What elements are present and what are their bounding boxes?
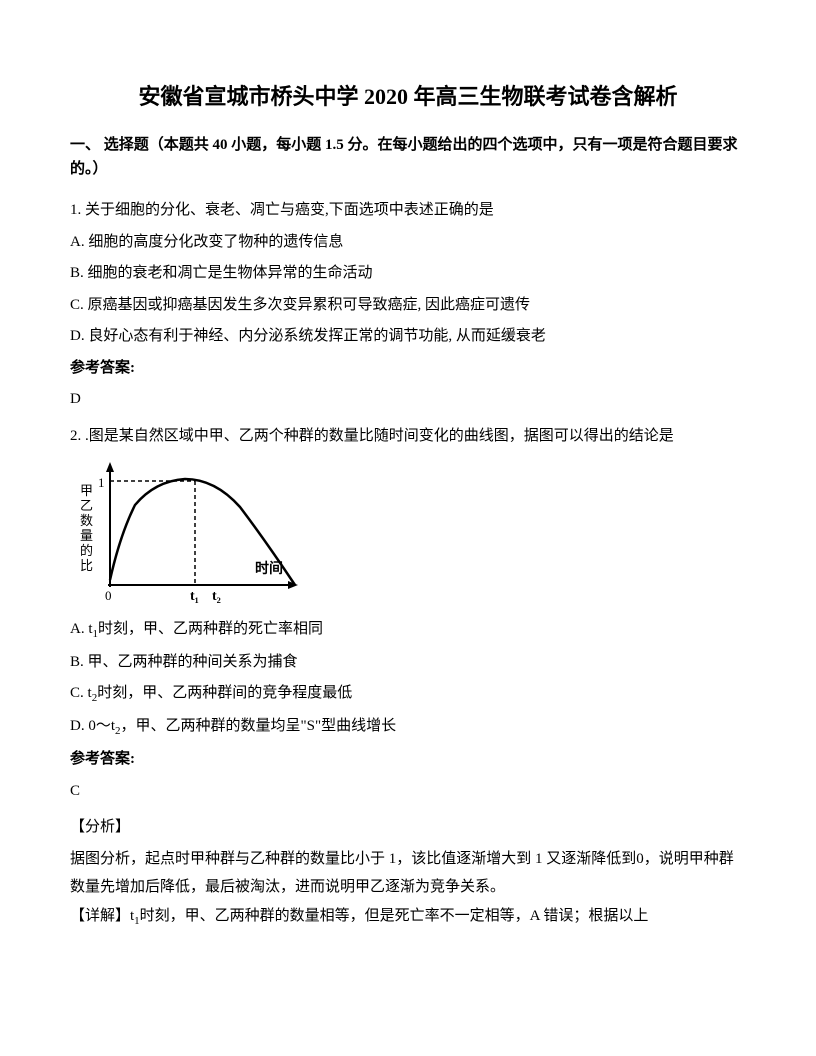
q2-text: 2. .图是某自然区域中甲、乙两个种群的数量比随时间变化的曲线图，据图可以得出的… xyxy=(70,422,746,451)
chart-x-tick-1: t₁ xyxy=(190,589,199,604)
svg-text:比: 比 xyxy=(80,558,93,573)
q2-analysis-text: 据图分析，起点时甲种群与乙种群的数量比小于 1，该比值逐渐增大到 1 又逐渐降低… xyxy=(70,845,746,902)
section-header: 一、 选择题（本题共 40 小题，每小题 1.5 分。在每小题给出的四个选项中，… xyxy=(70,133,746,181)
chart-y-label: 甲 xyxy=(80,483,93,498)
q1-answer: D xyxy=(70,385,746,414)
chart-x-tick-2: t₂ xyxy=(212,589,221,604)
page-title: 安徽省宣城市桥头中学 2020 年高三生物联考试卷含解析 xyxy=(70,80,746,113)
q2-answer-label: 参考答案: xyxy=(70,745,746,774)
svg-text:的: 的 xyxy=(80,543,93,558)
q2-chart: 甲 乙 数 量 的 比 1 0 t₁ t₂ 时间 xyxy=(70,460,300,605)
q1-option-a: A. 细胞的高度分化改变了物种的遗传信息 xyxy=(70,228,746,257)
q1-text: 1. 关于细胞的分化、衰老、凋亡与癌变,下面选项中表述正确的是 xyxy=(70,196,746,225)
q2-option-d: D. 0～t2，甲、乙两种群的数量均呈"S"型曲线增长 xyxy=(70,712,746,742)
chart-x-label: 时间 xyxy=(255,560,283,577)
svg-text:量: 量 xyxy=(80,528,93,543)
chart-y-tick: 1 xyxy=(98,475,105,490)
q2-analysis-label: 【分析】 xyxy=(70,813,746,842)
q2-option-b: B. 甲、乙两种群的种间关系为捕食 xyxy=(70,648,746,677)
q2-option-c: C. t2时刻，甲、乙两种群间的竞争程度最低 xyxy=(70,679,746,709)
q1-answer-label: 参考答案: xyxy=(70,354,746,383)
svg-text:数: 数 xyxy=(80,513,93,528)
svg-text:乙: 乙 xyxy=(80,498,93,513)
chart-x-tick-0: 0 xyxy=(105,588,112,603)
q2-option-a: A. t1时刻，甲、乙两种群的死亡率相同 xyxy=(70,615,746,645)
q1-option-d: D. 良好心态有利于神经、内分泌系统发挥正常的调节功能, 从而延缓衰老 xyxy=(70,322,746,351)
q2-answer: C xyxy=(70,777,746,806)
q2-detail-text: 【详解】t1时刻，甲、乙两种群的数量相等，但是死亡率不一定相等，A 错误；根据以… xyxy=(70,902,746,932)
q1-option-c: C. 原癌基因或抑癌基因发生多次变异累积可导致癌症, 因此癌症可遗传 xyxy=(70,291,746,320)
q1-option-b: B. 细胞的衰老和凋亡是生物体异常的生命活动 xyxy=(70,259,746,288)
